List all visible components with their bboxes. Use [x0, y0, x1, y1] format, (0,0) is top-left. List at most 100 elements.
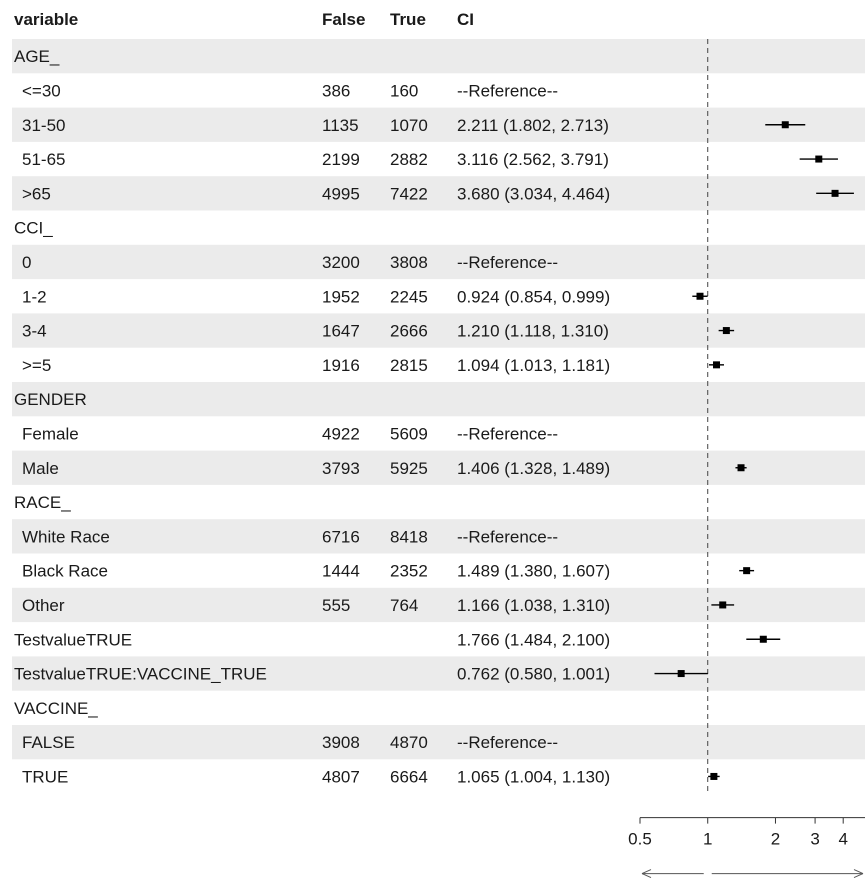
row-variable-label: TestvalueTRUE:VACCINE_TRUE: [14, 665, 267, 684]
row-false-count: 3908: [322, 733, 360, 752]
estimate-point: [831, 189, 839, 197]
row-variable-label: GENDER: [14, 390, 87, 409]
row-variable-label: Black Race: [22, 562, 108, 581]
row-band: [12, 107, 865, 142]
row-false-count: 4922: [322, 424, 360, 443]
row-variable-label: TestvalueTRUE: [14, 630, 132, 649]
estimate-point: [713, 361, 721, 369]
row-ci-text: 1.094 (1.013, 1.181): [457, 356, 610, 375]
row-true-count: 8418: [390, 527, 428, 546]
row-ci-text: --Reference--: [457, 527, 558, 546]
row-true-count: 2245: [390, 287, 428, 306]
row-false-count: 4807: [322, 767, 360, 786]
row-true-count: 4870: [390, 733, 428, 752]
x-axis-tick-label: 3: [810, 830, 819, 849]
row-band: [12, 382, 865, 417]
row-band: [12, 725, 865, 760]
row-true-count: 6664: [390, 767, 428, 786]
row-true-count: 5925: [390, 459, 428, 478]
row-variable-label: AGE_: [14, 47, 60, 66]
row-true-count: 1070: [390, 116, 428, 135]
row-ci-text: 3.680 (3.034, 4.464): [457, 184, 610, 203]
row-ci-text: 0.924 (0.854, 0.999): [457, 287, 610, 306]
row-ci-text: --Reference--: [457, 81, 558, 100]
row-variable-label: 0: [22, 253, 31, 272]
row-ci-text: --Reference--: [457, 733, 558, 752]
row-false-count: 1135: [322, 116, 359, 135]
row-true-count: 5609: [390, 424, 428, 443]
row-true-count: 160: [390, 81, 418, 100]
x-axis-tick-label: 2: [771, 830, 780, 849]
row-variable-label: Other: [22, 596, 65, 615]
row-false-count: 6716: [322, 527, 360, 546]
row-variable-label: 51-65: [22, 150, 65, 169]
row-ci-text: --Reference--: [457, 253, 558, 272]
row-true-count: 2666: [390, 322, 428, 341]
row-band: [12, 244, 865, 280]
row-false-count: 1916: [322, 356, 360, 375]
estimate-point: [710, 772, 718, 780]
row-variable-label: VACCINE_: [14, 699, 98, 718]
row-ci-text: 1.489 (1.380, 1.607): [457, 562, 610, 581]
row-false-count: 1952: [322, 287, 360, 306]
estimate-point: [677, 670, 685, 678]
row-true-count: 2882: [390, 150, 428, 169]
row-variable-label: FALSE: [22, 733, 75, 752]
row-ci-text: --Reference--: [457, 424, 558, 443]
row-false-count: 3200: [322, 253, 360, 272]
row-variable-label: Male: [22, 459, 59, 478]
estimate-point: [759, 635, 767, 643]
x-axis-tick-label: 1: [703, 830, 712, 849]
estimate-point: [719, 601, 727, 609]
row-false-count: 1444: [322, 562, 360, 581]
row-variable-label: Female: [22, 424, 79, 443]
row-variable-label: 1-2: [22, 287, 47, 306]
row-band: [12, 39, 865, 74]
row-variable-label: CCI_: [14, 219, 53, 238]
row-ci-text: 1.210 (1.118, 1.310): [457, 322, 609, 341]
row-true-count: 7422: [390, 184, 428, 203]
arrow-left-head: [641, 869, 652, 879]
row-band: [12, 587, 865, 623]
row-band: [12, 519, 865, 554]
row-false-count: 386: [322, 81, 350, 100]
column-header-variable: variable: [14, 10, 78, 29]
row-variable-label: RACE_: [14, 493, 71, 512]
arrow-right-head: [853, 869, 864, 879]
row-true-count: 3808: [390, 253, 428, 272]
column-header-false: False: [322, 10, 365, 29]
row-band: [12, 176, 865, 211]
row-band: [12, 313, 865, 348]
x-axis-tick-label: 4: [838, 830, 847, 849]
row-variable-label: >=5: [22, 356, 51, 375]
estimate-point: [743, 567, 751, 575]
row-variable-label: 3-4: [22, 322, 47, 341]
row-false-count: 4995: [322, 184, 360, 203]
row-variable-label: <=30: [22, 81, 61, 100]
row-false-count: 1647: [322, 322, 360, 341]
estimate-point: [722, 327, 730, 335]
column-header-true: True: [390, 10, 426, 29]
row-false-count: 2199: [322, 150, 360, 169]
column-header-ci: CI: [457, 10, 474, 29]
row-ci-text: 3.116 (2.562, 3.791): [457, 150, 609, 169]
row-true-count: 764: [390, 596, 418, 615]
estimate-point: [781, 121, 789, 129]
row-variable-label: White Race: [22, 527, 110, 546]
row-ci-text: 1.766 (1.484, 2.100): [457, 630, 610, 649]
row-band: [12, 656, 865, 691]
row-ci-text: 2.211 (1.802, 2.713): [457, 116, 609, 135]
row-ci-text: 1.406 (1.328, 1.489): [457, 459, 610, 478]
row-true-count: 2815: [390, 356, 428, 375]
row-true-count: 2352: [390, 562, 428, 581]
row-false-count: 3793: [322, 459, 360, 478]
estimate-point: [696, 292, 704, 300]
row-false-count: 555: [322, 596, 350, 615]
row-ci-text: 1.166 (1.038, 1.310): [457, 596, 610, 615]
row-ci-text: 0.762 (0.580, 1.001): [457, 665, 610, 684]
row-variable-label: >65: [22, 184, 51, 203]
row-variable-label: TRUE: [22, 767, 68, 786]
x-axis-tick-label: 0.5: [628, 830, 652, 849]
estimate-point: [815, 155, 823, 163]
estimate-point: [737, 464, 745, 472]
